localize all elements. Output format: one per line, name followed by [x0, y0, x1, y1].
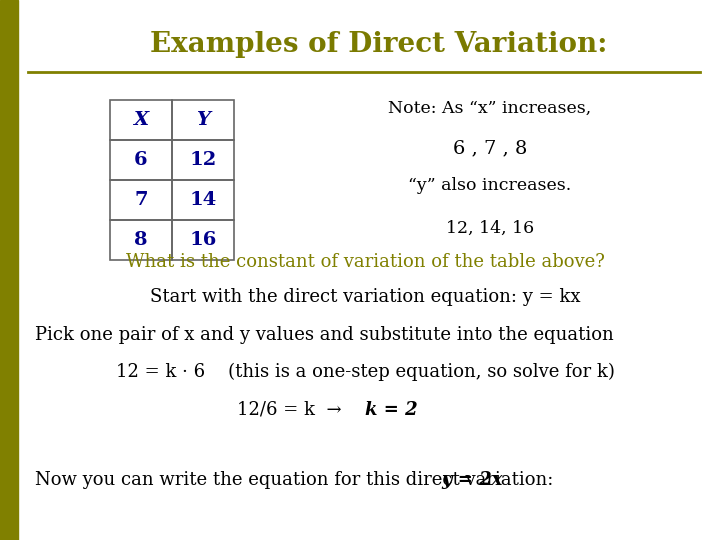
- Text: 8: 8: [134, 231, 148, 249]
- Text: Start with the direct variation equation: y = kx: Start with the direct variation equation…: [150, 288, 580, 306]
- Text: “y” also increases.: “y” also increases.: [408, 177, 572, 193]
- Text: 12/6 = k  →: 12/6 = k →: [238, 401, 365, 419]
- Text: Note: As “x” increases,: Note: As “x” increases,: [388, 99, 592, 117]
- Text: 12 = k · 6    (this is a one-step equation, so solve for k): 12 = k · 6 (this is a one-step equation,…: [116, 363, 614, 381]
- Text: 12, 14, 16: 12, 14, 16: [446, 219, 534, 237]
- Text: k = 2: k = 2: [365, 401, 418, 419]
- Bar: [172, 180, 234, 220]
- Text: 16: 16: [189, 231, 217, 249]
- Text: 6: 6: [134, 151, 148, 169]
- Text: Now you can write the equation for this direct variation:: Now you can write the equation for this …: [35, 471, 559, 489]
- Bar: [172, 100, 234, 140]
- Bar: [110, 220, 172, 260]
- Text: 14: 14: [189, 191, 217, 209]
- Text: Examples of Direct Variation:: Examples of Direct Variation:: [150, 31, 608, 58]
- Text: 12: 12: [189, 151, 217, 169]
- Bar: [110, 140, 172, 180]
- Text: X: X: [133, 111, 148, 129]
- Text: y = 2x: y = 2x: [441, 471, 503, 489]
- Bar: [172, 140, 234, 180]
- Text: 7: 7: [134, 191, 148, 209]
- Text: Pick one pair of x and y values and substitute into the equation: Pick one pair of x and y values and subs…: [35, 326, 613, 344]
- Bar: [0, 0, 18, 540]
- Bar: [110, 100, 172, 140]
- Bar: [110, 180, 172, 220]
- Text: Y: Y: [196, 111, 210, 129]
- Bar: [172, 220, 234, 260]
- Text: What is the constant of variation of the table above?: What is the constant of variation of the…: [125, 253, 604, 271]
- Text: 6 , 7 , 8: 6 , 7 , 8: [453, 139, 527, 157]
